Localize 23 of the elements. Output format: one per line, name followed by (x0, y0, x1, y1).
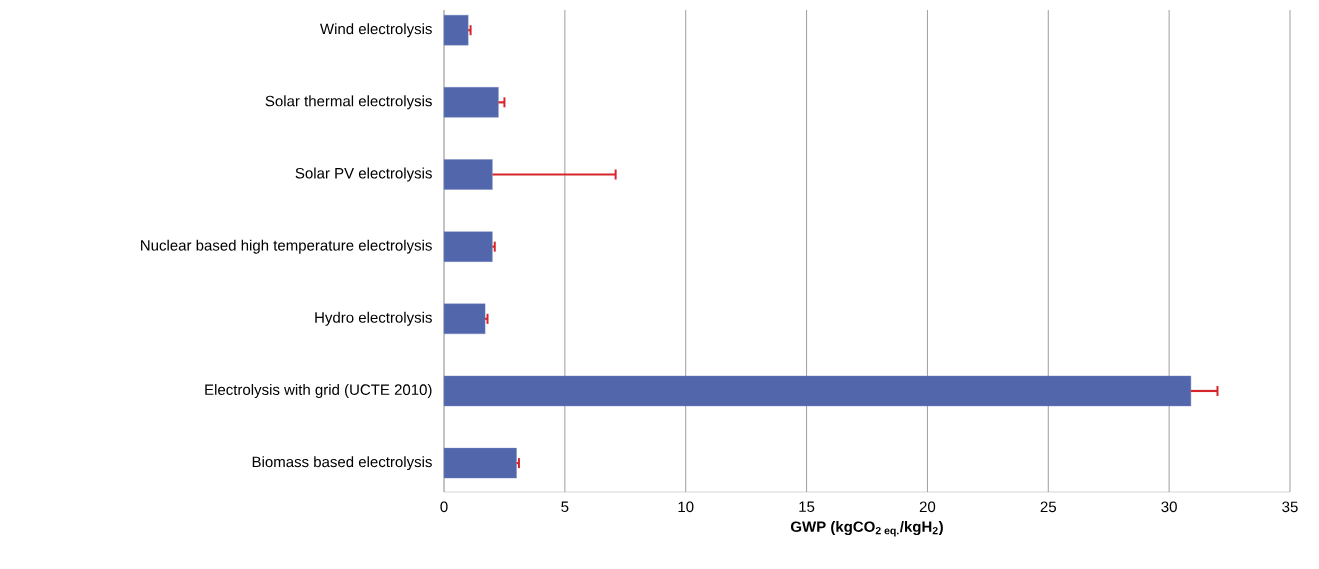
y-tick-label: Electrolysis with grid (UCTE 2010) (205, 383, 432, 398)
bar (443, 14, 469, 46)
y-tick-label: Wind electrolysis (320, 23, 432, 38)
bar (443, 303, 486, 335)
bar (443, 231, 493, 262)
y-tick-label: Solar thermal electrolysis (265, 95, 432, 110)
y-tick-label: Hydro electrolysis (315, 311, 432, 326)
bar (443, 87, 499, 118)
x-tick-label: 15 (799, 501, 815, 512)
x-tick-label: 0 (440, 501, 448, 513)
x-tick-label: 10 (678, 501, 694, 513)
bar (443, 375, 1192, 407)
x-tick-label: 5 (561, 501, 569, 512)
x-tick-label: 30 (1161, 501, 1177, 513)
y-tick-label: Biomass based electrolysis (252, 456, 432, 471)
x-tick-label: 25 (1040, 501, 1056, 513)
y-tick-label: Nuclear based high temperature electrolysis (141, 239, 432, 254)
bar (443, 159, 493, 190)
x-tick-label: 20 (919, 501, 936, 513)
bar (443, 447, 517, 479)
x-tick-label: 35 (1282, 501, 1298, 513)
y-tick-label: Solar PV electrolysis (295, 167, 432, 182)
x-axis-title: GWP (kgCO$_{2 eq.}$/kgH$_{2}$) (790, 521, 943, 537)
